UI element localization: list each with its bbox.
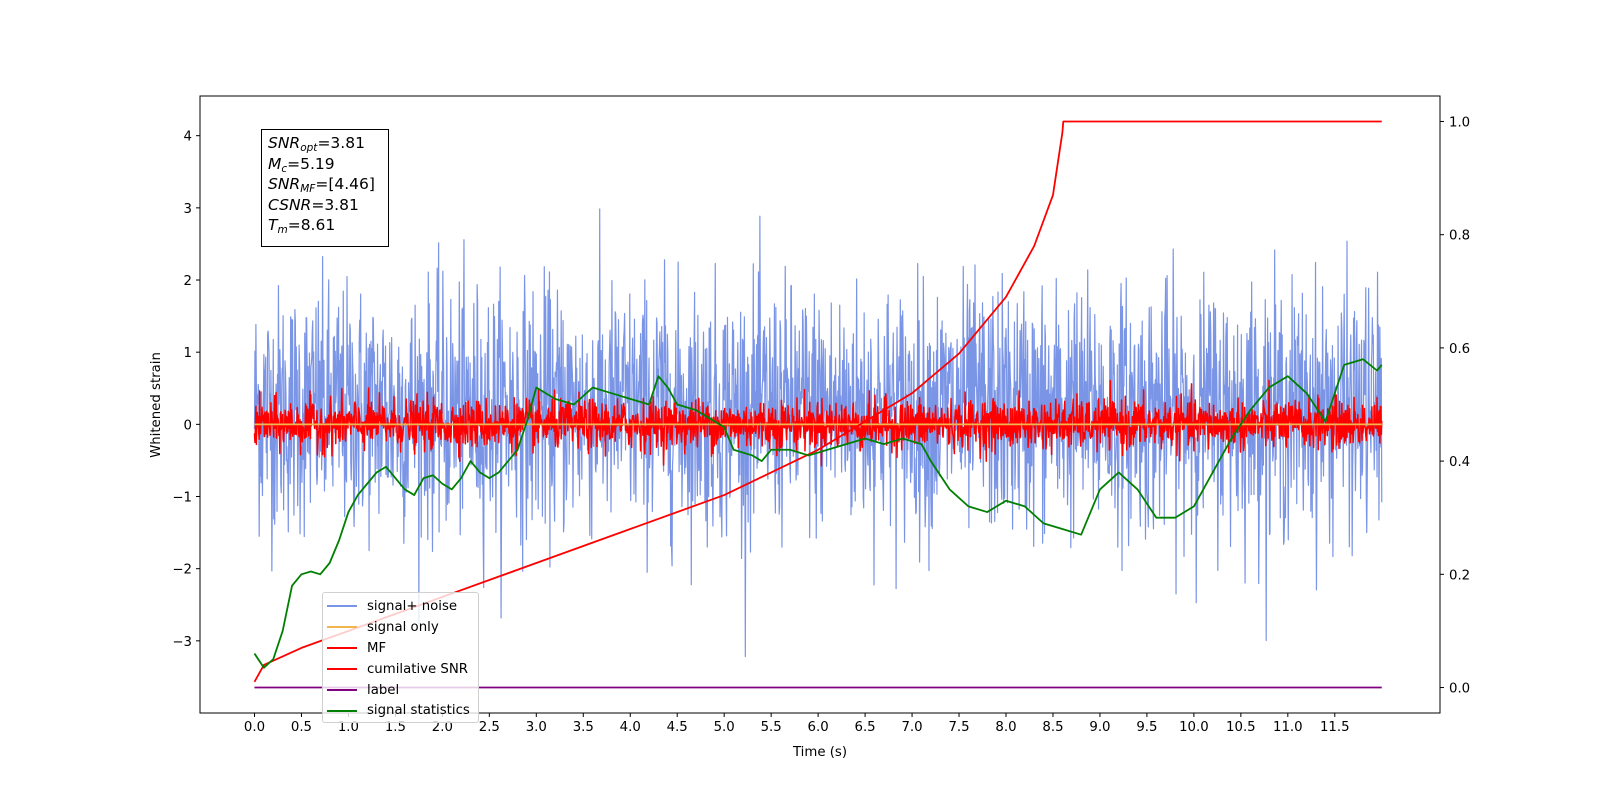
legend: signal+ noise signal only MF cumilative SNR…	[322, 592, 479, 723]
legend-swatch	[327, 626, 357, 629]
legend-swatch	[327, 647, 357, 650]
x-tick-label: 9.5	[1136, 720, 1157, 735]
legend-swatch	[327, 668, 357, 671]
mc-line: Mc=5.19	[268, 154, 335, 175]
x-tick-label: 0.5	[291, 720, 312, 735]
legend-entry: cumilative SNR	[327, 659, 478, 680]
x-tick-label: 3.0	[526, 720, 547, 735]
legend-label: signal statistics	[367, 703, 470, 719]
y-left-tick-label: 1	[184, 346, 192, 361]
snr-mf-line: SNRMF=[4.46]	[268, 175, 375, 196]
legend-swatch	[327, 709, 357, 712]
x-tick-label: 2.0	[432, 720, 453, 735]
x-axis-label: Time (s)	[792, 745, 847, 760]
legend-entry: MF	[327, 638, 478, 659]
x-tick-label: 5.0	[714, 720, 735, 735]
x-tick-label: 9.0	[1089, 720, 1110, 735]
x-tick-label: 10.0	[1179, 720, 1209, 735]
series-signal-statistics	[253, 358, 1383, 669]
snr-opt-line: SNRopt=3.81	[268, 134, 365, 154]
y-left-tick-label: −2	[172, 563, 192, 578]
x-tick-label: 5.5	[761, 720, 782, 735]
plot-frame	[199, 95, 1441, 714]
legend-entry: label	[327, 680, 478, 701]
x-tick-label: 1.0	[338, 720, 359, 735]
legend-swatch	[327, 605, 357, 608]
x-tick-label: 6.0	[808, 720, 829, 735]
y-axis-label: Whitened strain	[149, 352, 164, 458]
legend-label: signal only	[367, 619, 439, 635]
y-right-tick-label: 0.2	[1449, 568, 1470, 583]
legend-label: cumilative SNR	[367, 661, 469, 677]
y-left-tick-label: 4	[184, 130, 192, 145]
x-tick-label: 11.0	[1273, 720, 1303, 735]
y-axis-right-ticks: 0.0 0.2 0.4 0.6 0.8 1.0	[1440, 115, 1470, 697]
y-right-tick-label: 0.6	[1449, 342, 1470, 357]
x-tick-label: 4.0	[620, 720, 641, 735]
y-axis-left-ticks: −3 −2 −1 0 1 2 3 4	[172, 130, 200, 650]
tm-line: Tm=8.61	[268, 216, 336, 237]
y-right-tick-label: 0.8	[1449, 229, 1470, 244]
stats-annotation: SNRopt=3.81 Mc=5.19 SNRMF=[4.46] CSNR=3.…	[261, 129, 389, 247]
x-tick-label: 8.5	[1042, 720, 1063, 735]
x-tick-label: 0.0	[244, 720, 265, 735]
y-left-tick-label: 2	[184, 274, 192, 289]
legend-label: MF	[367, 640, 387, 656]
y-left-tick-label: 3	[184, 202, 192, 217]
x-tick-label: 6.5	[855, 720, 876, 735]
y-right-tick-label: 0.4	[1449, 455, 1470, 470]
y-left-tick-label: −1	[172, 491, 192, 506]
x-axis-ticks: 0.0 0.5 1.0 1.5 2.0 2.5 3.0 3.5 4.0 4.5 5.0 5.5 6.0 6…	[244, 713, 1350, 735]
x-tick-label: 11.5	[1320, 720, 1350, 735]
x-tick-label: 10.5	[1226, 720, 1256, 735]
x-tick-label: 7.5	[948, 720, 969, 735]
y-left-tick-label: 0	[184, 418, 192, 433]
y-right-tick-label: 1.0	[1449, 115, 1470, 130]
x-tick-label: 3.5	[573, 720, 594, 735]
x-tick-label: 7.0	[901, 720, 922, 735]
legend-label: label	[367, 682, 400, 698]
legend-entry: signal+ noise	[327, 596, 478, 617]
legend-entry: signal only	[327, 617, 478, 638]
x-tick-label: 2.5	[479, 720, 500, 735]
y-left-tick-label: −3	[172, 635, 192, 650]
y-right-tick-label: 0.0	[1449, 682, 1470, 697]
legend-label: signal+ noise	[367, 598, 458, 614]
csnr-line: CSNR=3.81	[268, 195, 359, 214]
series-mf	[253, 379, 1383, 467]
x-tick-label: 8.0	[995, 720, 1016, 735]
legend-entry: signal statistics	[327, 700, 478, 721]
x-tick-label: 1.5	[385, 720, 406, 735]
x-tick-label: 4.5	[667, 720, 688, 735]
legend-swatch	[327, 689, 357, 691]
